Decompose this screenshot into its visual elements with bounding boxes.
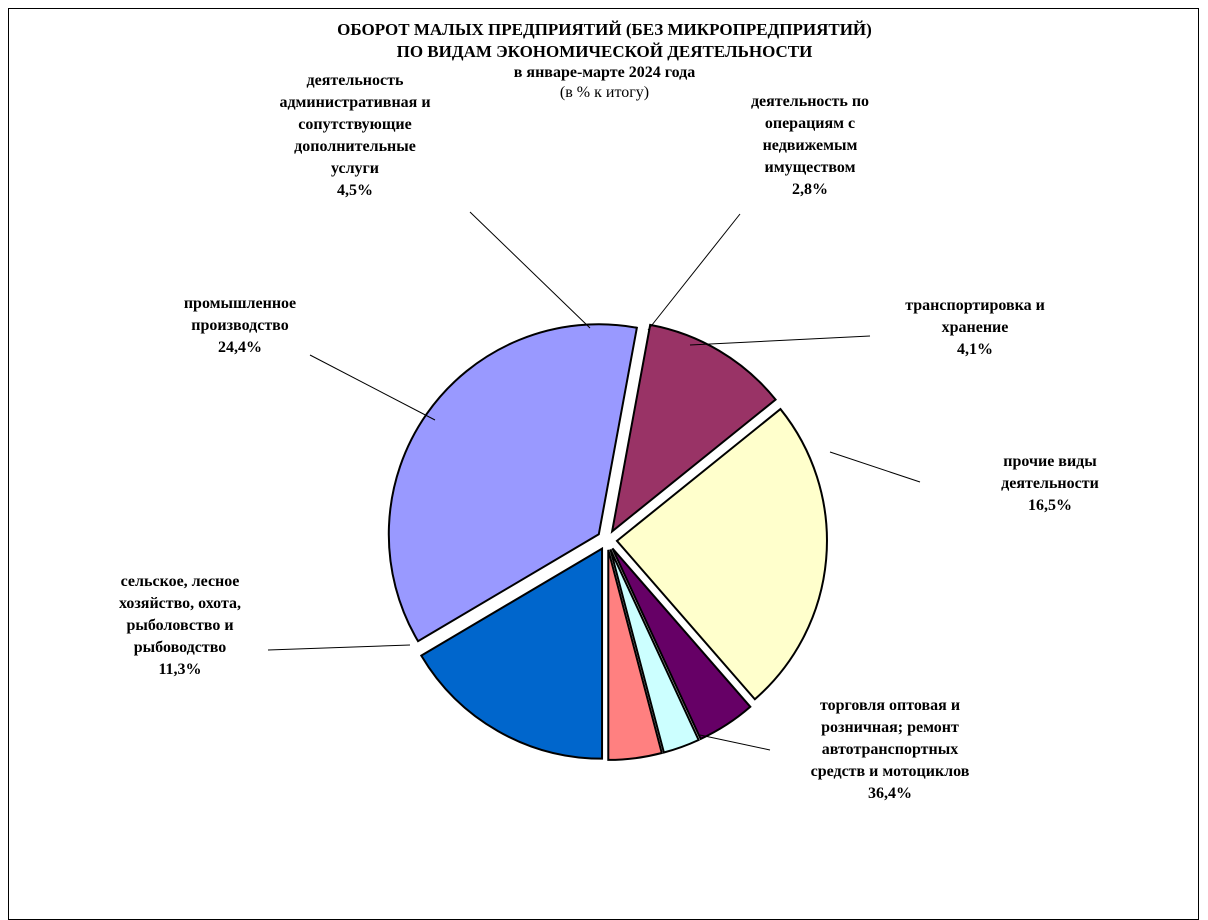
slice-label: транспортировка и хранение 4,1% (905, 297, 1045, 358)
slice-value-label: 16,5% (1028, 497, 1072, 514)
pie-slice (615, 407, 828, 701)
slice-category-label: производство (191, 317, 288, 334)
slice-value-label: 11,3% (158, 661, 201, 678)
slice-category-label: транспортировка и (905, 297, 1045, 314)
slice-category-label: деятельность по (751, 93, 869, 110)
leader-line (309, 354, 436, 421)
slice-category-label: сопутствующие (298, 116, 411, 133)
slice-label: торговля оптовая и розничная; ремонт автот… (811, 697, 970, 802)
slice-category-label: розничная; ремонт (821, 719, 959, 736)
slice-category-label: прочие виды (1003, 453, 1097, 470)
slice-category-label: услуги (331, 160, 379, 177)
leader-line (829, 451, 921, 483)
slice-value-label: 36,4% (868, 785, 912, 802)
slice-category-label: сельское, лесное (121, 573, 240, 590)
leader-line (699, 734, 771, 751)
slice-category-label: рыболовство и (126, 617, 233, 634)
slice-category-label: средств и мотоциклов (811, 763, 970, 780)
pie-slice (611, 547, 752, 741)
slice-value-label: 24,4% (218, 339, 262, 356)
chart-subtitle: в январе-марте 2024 года (513, 64, 696, 81)
leader-line (267, 644, 411, 651)
slice-category-label: хозяйство, охота, (119, 595, 241, 612)
chart-title-line2: ПО ВИДАМ ЭКОНОМИЧЕСКОЙ ДЕЯТЕЛЬНОСТИ (396, 42, 813, 61)
chart-titles: ОБОРОТ МАЛЫХ ПРЕДПРИЯТИЙ (БЕЗ МИКРОПРЕДП… (9, 19, 1200, 103)
slice-category-label: автотранспортных (822, 741, 958, 758)
slice-category-label: деятельность (307, 72, 404, 89)
pie-slice (609, 548, 700, 754)
pie-slice (419, 546, 604, 760)
slice-category-label: деятельности (1001, 475, 1099, 492)
slice-value-label: 4,5% (337, 182, 373, 199)
slice-label: деятельность по операциям с недвижемым имущ… (751, 93, 869, 198)
leader-line (469, 211, 591, 329)
slice-category-label: имуществом (764, 159, 855, 176)
slice-category-label: торговля оптовая и (820, 697, 960, 714)
slice-value-label: 4,1% (957, 341, 993, 358)
slice-label: промышленное производство 24,4% (184, 295, 296, 356)
pie-slice (610, 323, 778, 534)
slice-category-label: административная и (279, 94, 430, 111)
slice-category-label: операциям с (765, 115, 855, 132)
slice-category-label: дополнительные (294, 138, 416, 155)
slice-value-label: 2,8% (792, 181, 828, 198)
slice-label: сельское, лесное хозяйство, охота, рыболов… (119, 573, 241, 678)
slice-category-label: недвижемым (763, 137, 858, 154)
slice-category-label: рыбоводство (134, 639, 226, 656)
pie-slice (387, 323, 639, 643)
leader-line (647, 213, 741, 331)
leader-line (689, 335, 871, 346)
slice-label: деятельность административная и сопутствую… (279, 72, 430, 199)
pie-slice (607, 549, 664, 761)
slice-label: прочие виды деятельности 16,5% (1001, 453, 1099, 514)
slice-category-label: хранение (942, 319, 1009, 336)
slice-category-label: промышленное (184, 295, 296, 312)
chart-unit: (в % к итогу) (559, 84, 650, 101)
chart-title: ОБОРОТ МАЛЫХ ПРЕДПРИЯТИЙ (БЕЗ МИКРОПРЕДП… (337, 20, 872, 39)
